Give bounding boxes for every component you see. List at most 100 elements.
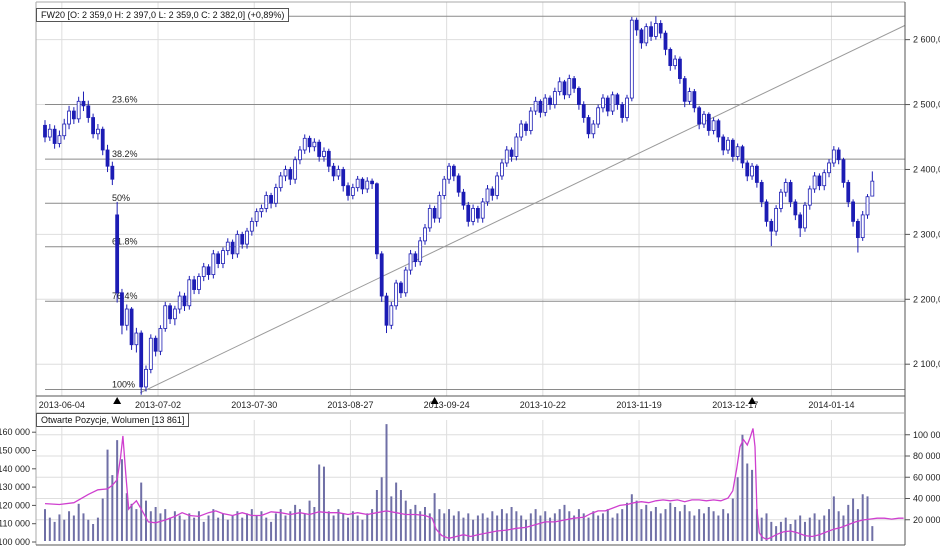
candle-body-down bbox=[86, 105, 91, 118]
candle-body-up bbox=[480, 201, 485, 219]
candle-body-up bbox=[221, 250, 225, 264]
candle-body-down bbox=[846, 182, 851, 203]
expiry-marker-triangle bbox=[430, 397, 439, 404]
volume-axis-label: 20 000 bbox=[913, 515, 940, 525]
candle-body-down bbox=[841, 159, 846, 183]
candle-body-down bbox=[360, 178, 365, 190]
price-tick-label: 2 600,0 bbox=[913, 35, 940, 45]
candle-body-up bbox=[322, 150, 326, 157]
candle-body-down bbox=[100, 128, 105, 151]
candle-body-down bbox=[682, 78, 687, 102]
candle-body-up bbox=[225, 241, 230, 252]
candle-body-down bbox=[168, 305, 172, 320]
candle-body-down bbox=[110, 165, 115, 180]
candle-body-down bbox=[182, 295, 187, 307]
candle-body-up bbox=[283, 169, 288, 177]
fib-level-label: 100% bbox=[112, 380, 135, 390]
candle-body-up bbox=[408, 253, 413, 271]
candle-body-up bbox=[403, 269, 408, 294]
candle-body-up bbox=[57, 135, 62, 144]
candle-body-down bbox=[620, 104, 625, 118]
candle-body-up bbox=[514, 136, 519, 157]
candle-body-up bbox=[831, 149, 836, 164]
candle-body-down bbox=[678, 58, 682, 79]
candle-body-up bbox=[134, 332, 139, 346]
date-tick-label: 2013-10-22 bbox=[520, 400, 566, 410]
candle-body-up bbox=[653, 23, 658, 37]
price-tick-label: 2 200,0 bbox=[913, 294, 940, 304]
candle-body-up bbox=[591, 123, 596, 135]
candle-body-up bbox=[177, 295, 182, 310]
trend-line bbox=[140, 24, 906, 394]
open-interest-axis-label: 110 000 bbox=[0, 519, 30, 529]
candle-body-down bbox=[461, 191, 466, 206]
candle-body-up bbox=[485, 188, 490, 203]
candle-body-up bbox=[711, 120, 716, 131]
candle-body-down bbox=[615, 94, 620, 105]
candle-body-down bbox=[346, 185, 350, 196]
candle-body-up bbox=[687, 91, 692, 102]
candle-body-up bbox=[865, 196, 870, 216]
candle-body-up bbox=[62, 123, 67, 137]
volume-axis-label: 100 000 bbox=[913, 430, 940, 440]
candle-body-up bbox=[427, 208, 432, 229]
open-interest-axis-label: 100 000 bbox=[0, 537, 30, 547]
candle-body-up bbox=[197, 276, 201, 290]
candle-body-down bbox=[538, 100, 543, 113]
candle-body-down bbox=[605, 97, 610, 112]
candle-body-up bbox=[557, 81, 562, 92]
volume-bars-group bbox=[44, 424, 874, 541]
candle-body-down bbox=[288, 169, 293, 180]
candle-body-up bbox=[172, 308, 177, 320]
candle-body-up bbox=[423, 227, 427, 242]
price-tick-label: 2 500,0 bbox=[913, 100, 940, 110]
candle-body-down bbox=[307, 137, 312, 148]
date-tick-label: 2013-09-24 bbox=[424, 400, 470, 410]
candle-body-up bbox=[124, 308, 129, 326]
candle-body-down bbox=[769, 220, 774, 232]
candle-body-down bbox=[192, 279, 197, 290]
candle-body-down bbox=[71, 110, 76, 120]
candle-body-up bbox=[783, 182, 788, 193]
main-chart-canvas[interactable] bbox=[36, 2, 905, 396]
candle-body-down bbox=[432, 208, 437, 219]
expiry-marker-triangle bbox=[113, 397, 122, 404]
candle-body-down bbox=[793, 201, 798, 216]
candle-body-down bbox=[649, 26, 653, 37]
candle-body-up bbox=[596, 107, 601, 125]
candle-body-up bbox=[726, 139, 730, 151]
candle-body-up bbox=[702, 113, 706, 125]
candle-body-down bbox=[43, 124, 47, 138]
candle-body-down bbox=[413, 253, 418, 263]
candle-body-down bbox=[586, 117, 591, 135]
date-tick-label: 2013-07-02 bbox=[135, 400, 181, 410]
candle-body-down bbox=[562, 81, 567, 96]
candle-body-down bbox=[740, 146, 745, 164]
candle-body-down bbox=[81, 100, 86, 107]
candle-body-up bbox=[418, 240, 423, 263]
candle-body-down bbox=[153, 337, 158, 352]
volume-open-interest-titlebox: Otwarte Pozycje, Wolumen [13 861] bbox=[36, 413, 190, 427]
candle-body-up bbox=[187, 279, 192, 307]
candle-body-up bbox=[293, 159, 298, 180]
candle-body-up bbox=[807, 188, 812, 206]
candle-body-up bbox=[610, 94, 615, 112]
candle-body-down bbox=[240, 233, 245, 245]
candle-body-up bbox=[567, 78, 572, 96]
candle-body-down bbox=[658, 23, 663, 34]
volume-panel-canvas[interactable] bbox=[36, 413, 905, 545]
candle-body-up bbox=[774, 208, 779, 232]
candle-body-up bbox=[442, 178, 447, 196]
candle-body-up bbox=[148, 337, 153, 370]
candle-body-up bbox=[644, 26, 649, 44]
candle-body-down bbox=[384, 295, 389, 326]
candle-body-up bbox=[533, 100, 538, 112]
candle-body-up bbox=[735, 146, 740, 157]
candle-body-up bbox=[298, 149, 302, 161]
price-tick-label: 2 100,0 bbox=[913, 359, 940, 369]
fib-level-label: 38.2% bbox=[112, 149, 138, 159]
candle-body-down bbox=[548, 97, 552, 105]
candle-body-up bbox=[673, 58, 678, 67]
